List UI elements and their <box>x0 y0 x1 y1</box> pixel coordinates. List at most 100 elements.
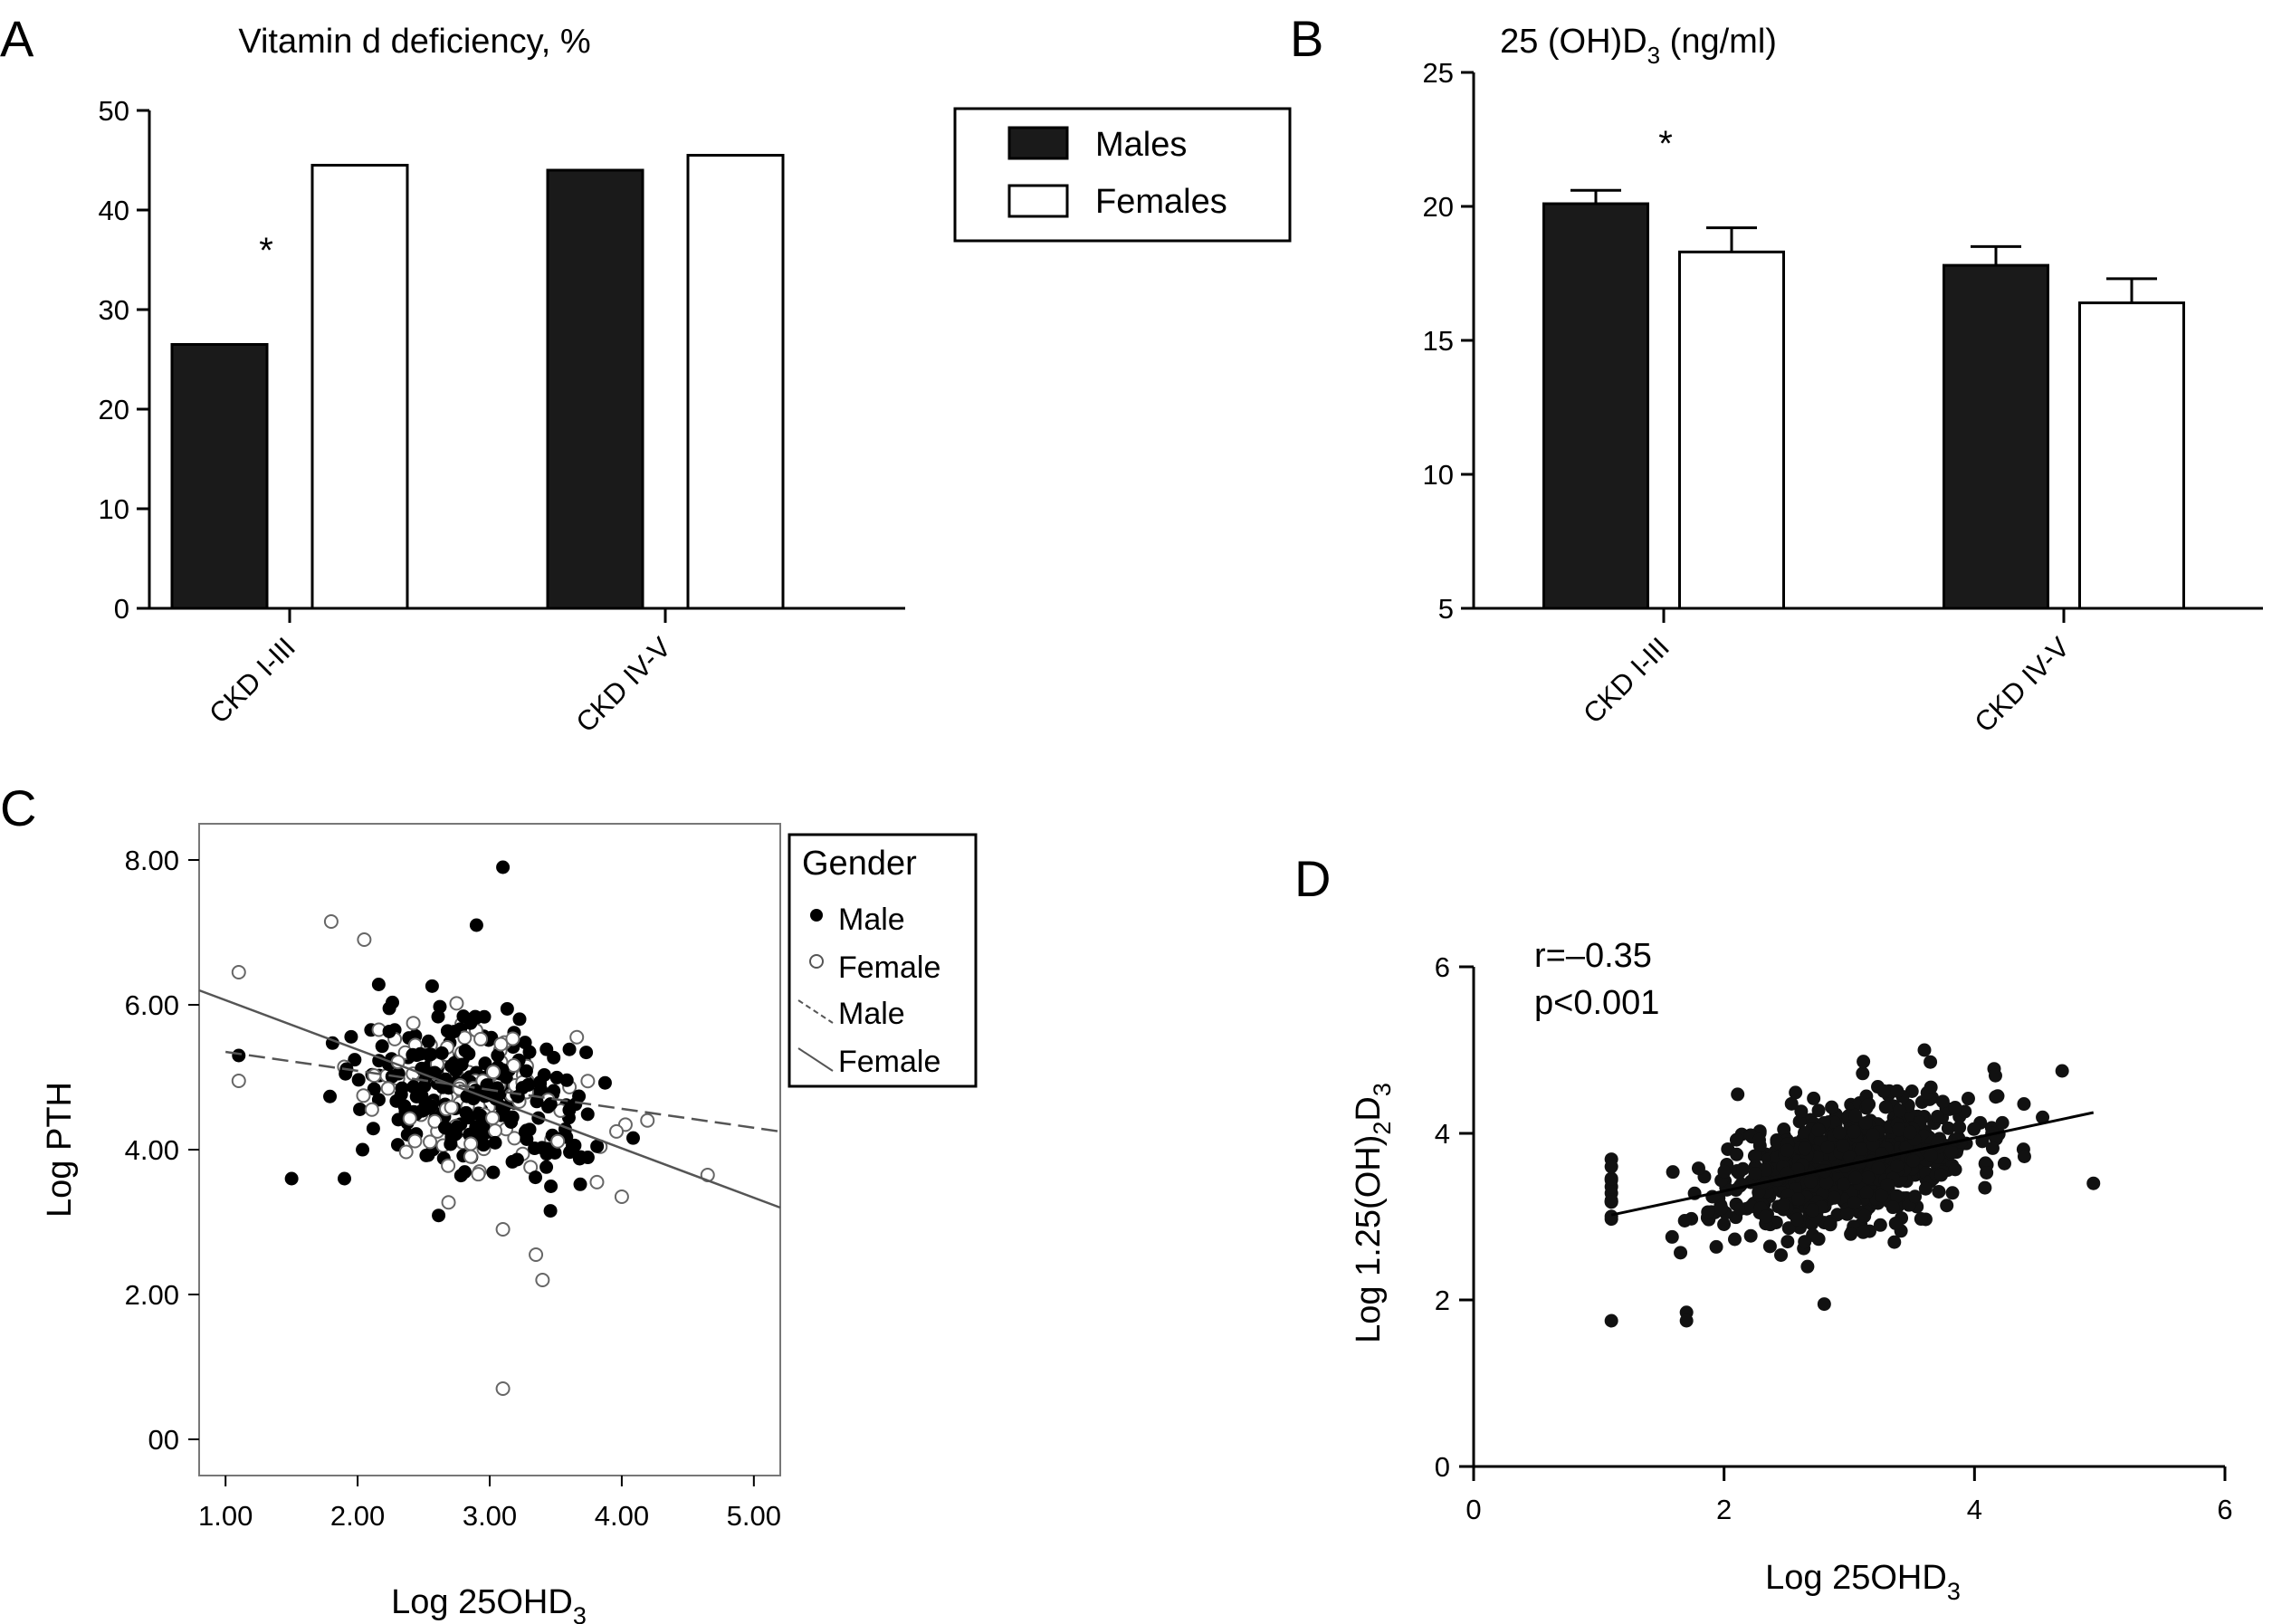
point-male <box>371 1093 386 1107</box>
point <box>1774 1247 1789 1262</box>
y-tick-label: 0 <box>1435 1451 1450 1483</box>
point <box>1784 1096 1799 1111</box>
y-tick-label: 15 <box>1423 325 1454 357</box>
point-female <box>449 996 464 1011</box>
x-tick-label: 4 <box>1967 1494 1982 1525</box>
point <box>1805 1203 1819 1218</box>
point <box>1604 1171 1618 1186</box>
point <box>1794 1104 1809 1119</box>
y-tick-label: 6.00 <box>125 989 179 1021</box>
point <box>1758 1163 1772 1178</box>
point-male <box>470 1010 484 1025</box>
panel-b-plot: 5 10 15 20 25 CKD I-III CKD IV-V * <box>1423 57 2263 739</box>
point <box>1989 1090 2003 1104</box>
point <box>1717 1217 1732 1231</box>
legend-label-female-fit: Female <box>838 1045 940 1079</box>
point <box>1857 1208 1872 1223</box>
point <box>1854 1142 1868 1157</box>
point-male <box>511 1089 525 1103</box>
panel-a-plot: 0 10 20 30 40 50 CKD I-III CKD IV-V * <box>99 95 905 739</box>
panel-c-ylabel: Log PTH <box>41 1082 79 1218</box>
bar-females <box>2078 301 2185 610</box>
point <box>1729 1132 1743 1147</box>
point <box>1677 1214 1692 1228</box>
legend-label-females: Females <box>1095 183 1227 221</box>
point-female <box>569 1029 585 1045</box>
point <box>1948 1162 1962 1177</box>
point <box>1798 1235 1812 1249</box>
point-male <box>625 1131 640 1145</box>
point-male <box>504 1114 519 1129</box>
point <box>1856 1066 1870 1081</box>
panel-c-plot: 1.00 2.00 3.00 4.00 5.00 00 2.00 4.00 6.00 8.00 <box>125 845 781 1532</box>
point <box>1858 1116 1873 1131</box>
point <box>1798 1142 1812 1156</box>
point <box>1980 1165 1994 1180</box>
fit-line <box>1610 1111 2095 1217</box>
point-female <box>231 965 246 979</box>
point-female <box>231 1074 246 1088</box>
legend-label-male-fit: Male <box>838 997 905 1031</box>
point <box>1995 1115 2009 1130</box>
point-female <box>640 1113 655 1128</box>
point-female <box>441 1158 456 1173</box>
point-female <box>356 1088 371 1103</box>
point-female <box>364 1102 379 1117</box>
y-tick-label: 50 <box>99 95 129 127</box>
point <box>1903 1125 1917 1140</box>
point-male <box>356 1142 370 1157</box>
point <box>1941 1121 1955 1135</box>
point-female <box>357 932 372 947</box>
bar-males <box>546 168 644 610</box>
point-female <box>506 1057 521 1073</box>
point-male <box>353 1102 368 1116</box>
point <box>1940 1199 1954 1213</box>
point <box>1731 1087 1745 1102</box>
point-male <box>488 1135 502 1150</box>
point-male <box>473 1108 488 1122</box>
point <box>1861 1170 1876 1185</box>
point-male <box>520 1123 534 1138</box>
point-male <box>394 1087 408 1102</box>
y-tick-label: 2 <box>1435 1285 1450 1316</box>
y-tick-label: 2.00 <box>125 1279 179 1311</box>
point-female <box>529 1247 544 1262</box>
point <box>1873 1218 1887 1232</box>
point-male <box>406 1080 421 1094</box>
point <box>1733 1202 1748 1217</box>
point-female <box>323 914 339 929</box>
point <box>1847 1124 1861 1139</box>
point-male <box>419 1148 434 1162</box>
point-male <box>434 1046 449 1060</box>
panel-d-letter: D <box>1294 850 1331 907</box>
x-tick-label: 5.00 <box>727 1500 781 1532</box>
point <box>1717 1164 1732 1179</box>
point <box>1728 1232 1742 1247</box>
panel-d: D r=–0.35 p<0.001 0 2 4 6 0 2 4 6 Log 25OHD3 Lo… <box>1294 850 2233 1605</box>
point <box>1978 1180 1992 1195</box>
panel-d-stat-r: r=–0.35 <box>1534 937 1652 975</box>
point <box>1892 1122 1906 1137</box>
bar-males <box>1542 202 1649 610</box>
point-female <box>614 1189 629 1204</box>
point <box>1790 1162 1805 1177</box>
point-female <box>495 1381 511 1396</box>
point <box>1803 1174 1818 1189</box>
point <box>1997 1156 2011 1170</box>
point-male <box>417 1079 432 1094</box>
point-female <box>535 1273 550 1287</box>
point <box>1985 1141 2000 1155</box>
y-tick-label: 00 <box>148 1424 179 1456</box>
panel-a-letter: A <box>0 10 34 67</box>
point <box>1890 1084 1904 1098</box>
point-female <box>398 1144 414 1160</box>
point <box>1823 1218 1838 1232</box>
point-male <box>475 1135 490 1150</box>
point-male <box>457 1165 472 1180</box>
point-male <box>447 1025 462 1039</box>
y-tick-label: 20 <box>99 394 129 425</box>
point-female <box>380 1081 396 1096</box>
point <box>1811 1122 1826 1137</box>
point-male <box>590 1139 605 1153</box>
point-female <box>441 1195 456 1210</box>
